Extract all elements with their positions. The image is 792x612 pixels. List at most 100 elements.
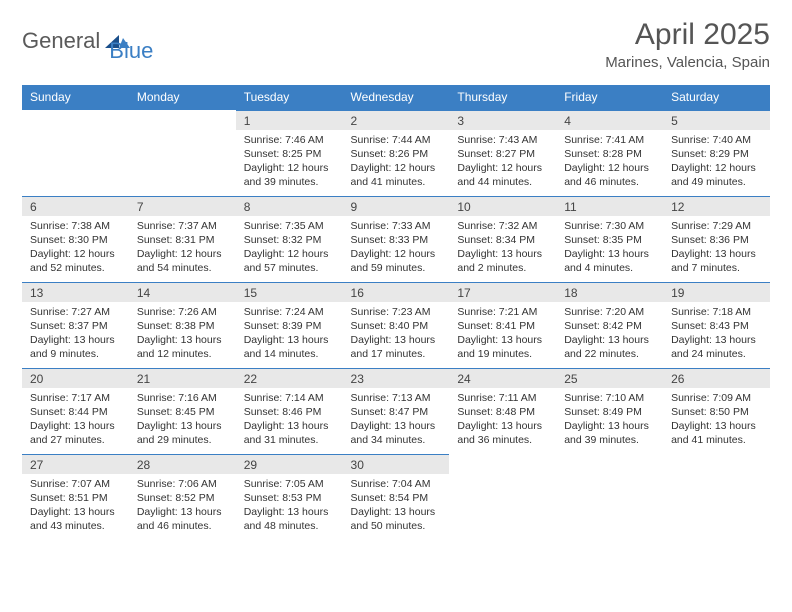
sunset-line: Sunset: 8:28 PM <box>564 147 655 161</box>
daylight-line: Daylight: 12 hours and 54 minutes. <box>137 247 228 275</box>
day-number: 7 <box>129 196 236 216</box>
day-number: 29 <box>236 454 343 474</box>
sunrise-line: Sunrise: 7:43 AM <box>457 133 548 147</box>
calendar-day-cell: 9Sunrise: 7:33 AMSunset: 8:33 PMDaylight… <box>343 196 450 282</box>
day-details: Sunrise: 7:38 AMSunset: 8:30 PMDaylight:… <box>22 216 129 282</box>
sunset-line: Sunset: 8:44 PM <box>30 405 121 419</box>
calendar-day-cell: .. <box>556 454 663 540</box>
sunrise-line: Sunrise: 7:06 AM <box>137 477 228 491</box>
sunset-line: Sunset: 8:54 PM <box>351 491 442 505</box>
day-number: 19 <box>663 282 770 302</box>
weekday-header: Sunday <box>22 85 129 110</box>
weekday-header: Wednesday <box>343 85 450 110</box>
day-details: Sunrise: 7:21 AMSunset: 8:41 PMDaylight:… <box>449 302 556 368</box>
calendar-day-cell: 24Sunrise: 7:11 AMSunset: 8:48 PMDayligh… <box>449 368 556 454</box>
day-details: Sunrise: 7:41 AMSunset: 8:28 PMDaylight:… <box>556 130 663 196</box>
sunrise-line: Sunrise: 7:46 AM <box>244 133 335 147</box>
calendar-day-cell: 1Sunrise: 7:46 AMSunset: 8:25 PMDaylight… <box>236 110 343 196</box>
sunrise-line: Sunrise: 7:27 AM <box>30 305 121 319</box>
calendar-day-cell: 27Sunrise: 7:07 AMSunset: 8:51 PMDayligh… <box>22 454 129 540</box>
calendar-day-cell: 30Sunrise: 7:04 AMSunset: 8:54 PMDayligh… <box>343 454 450 540</box>
day-number: 16 <box>343 282 450 302</box>
sunrise-line: Sunrise: 7:17 AM <box>30 391 121 405</box>
calendar-body: ....1Sunrise: 7:46 AMSunset: 8:25 PMDayl… <box>22 110 770 540</box>
day-details: Sunrise: 7:35 AMSunset: 8:32 PMDaylight:… <box>236 216 343 282</box>
day-number: 17 <box>449 282 556 302</box>
day-details: Sunrise: 7:26 AMSunset: 8:38 PMDaylight:… <box>129 302 236 368</box>
day-details: Sunrise: 7:23 AMSunset: 8:40 PMDaylight:… <box>343 302 450 368</box>
calendar-day-cell: 6Sunrise: 7:38 AMSunset: 8:30 PMDaylight… <box>22 196 129 282</box>
calendar-day-cell: 25Sunrise: 7:10 AMSunset: 8:49 PMDayligh… <box>556 368 663 454</box>
daylight-line: Daylight: 13 hours and 39 minutes. <box>564 419 655 447</box>
sunset-line: Sunset: 8:45 PM <box>137 405 228 419</box>
day-number: 8 <box>236 196 343 216</box>
day-details: Sunrise: 7:10 AMSunset: 8:49 PMDaylight:… <box>556 388 663 454</box>
sunrise-line: Sunrise: 7:20 AM <box>564 305 655 319</box>
sunset-line: Sunset: 8:39 PM <box>244 319 335 333</box>
day-details: Sunrise: 7:04 AMSunset: 8:54 PMDaylight:… <box>343 474 450 540</box>
sunrise-line: Sunrise: 7:40 AM <box>671 133 762 147</box>
calendar-day-cell: 2Sunrise: 7:44 AMSunset: 8:26 PMDaylight… <box>343 110 450 196</box>
day-number: 23 <box>343 368 450 388</box>
calendar-day-cell: 28Sunrise: 7:06 AMSunset: 8:52 PMDayligh… <box>129 454 236 540</box>
sunset-line: Sunset: 8:35 PM <box>564 233 655 247</box>
sunset-line: Sunset: 8:50 PM <box>671 405 762 419</box>
daylight-line: Daylight: 13 hours and 41 minutes. <box>671 419 762 447</box>
sunset-line: Sunset: 8:46 PM <box>244 405 335 419</box>
daylight-line: Daylight: 12 hours and 52 minutes. <box>30 247 121 275</box>
calendar-table: SundayMondayTuesdayWednesdayThursdayFrid… <box>22 85 770 540</box>
sunrise-line: Sunrise: 7:32 AM <box>457 219 548 233</box>
daylight-line: Daylight: 13 hours and 48 minutes. <box>244 505 335 533</box>
day-number: 28 <box>129 454 236 474</box>
sunrise-line: Sunrise: 7:37 AM <box>137 219 228 233</box>
calendar-header-row: SundayMondayTuesdayWednesdayThursdayFrid… <box>22 85 770 110</box>
brand-text-2: Blue <box>109 38 153 64</box>
calendar-week-row: ....1Sunrise: 7:46 AMSunset: 8:25 PMDayl… <box>22 110 770 196</box>
day-number: 5 <box>663 110 770 130</box>
sunset-line: Sunset: 8:30 PM <box>30 233 121 247</box>
sunset-line: Sunset: 8:42 PM <box>564 319 655 333</box>
day-details: Sunrise: 7:17 AMSunset: 8:44 PMDaylight:… <box>22 388 129 454</box>
day-details: Sunrise: 7:37 AMSunset: 8:31 PMDaylight:… <box>129 216 236 282</box>
month-title: April 2025 <box>605 18 770 52</box>
sunrise-line: Sunrise: 7:09 AM <box>671 391 762 405</box>
calendar-day-cell: .. <box>22 110 129 196</box>
day-number: 12 <box>663 196 770 216</box>
day-number: 25 <box>556 368 663 388</box>
daylight-line: Daylight: 12 hours and 44 minutes. <box>457 161 548 189</box>
daylight-line: Daylight: 12 hours and 59 minutes. <box>351 247 442 275</box>
sunset-line: Sunset: 8:32 PM <box>244 233 335 247</box>
daylight-line: Daylight: 13 hours and 14 minutes. <box>244 333 335 361</box>
daylight-line: Daylight: 13 hours and 50 minutes. <box>351 505 442 533</box>
day-number: 27 <box>22 454 129 474</box>
day-number: 15 <box>236 282 343 302</box>
daylight-line: Daylight: 13 hours and 36 minutes. <box>457 419 548 447</box>
daylight-line: Daylight: 12 hours and 49 minutes. <box>671 161 762 189</box>
daylight-line: Daylight: 13 hours and 31 minutes. <box>244 419 335 447</box>
daylight-line: Daylight: 12 hours and 57 minutes. <box>244 247 335 275</box>
sunrise-line: Sunrise: 7:44 AM <box>351 133 442 147</box>
calendar-day-cell: 20Sunrise: 7:17 AMSunset: 8:44 PMDayligh… <box>22 368 129 454</box>
daylight-line: Daylight: 13 hours and 22 minutes. <box>564 333 655 361</box>
sunrise-line: Sunrise: 7:11 AM <box>457 391 548 405</box>
weekday-header: Thursday <box>449 85 556 110</box>
day-details: Sunrise: 7:44 AMSunset: 8:26 PMDaylight:… <box>343 130 450 196</box>
calendar-week-row: 27Sunrise: 7:07 AMSunset: 8:51 PMDayligh… <box>22 454 770 540</box>
daylight-line: Daylight: 13 hours and 12 minutes. <box>137 333 228 361</box>
calendar-day-cell: 16Sunrise: 7:23 AMSunset: 8:40 PMDayligh… <box>343 282 450 368</box>
sunrise-line: Sunrise: 7:23 AM <box>351 305 442 319</box>
sunrise-line: Sunrise: 7:38 AM <box>30 219 121 233</box>
location-text: Marines, Valencia, Spain <box>605 54 770 71</box>
sunset-line: Sunset: 8:48 PM <box>457 405 548 419</box>
daylight-line: Daylight: 13 hours and 9 minutes. <box>30 333 121 361</box>
day-details: Sunrise: 7:14 AMSunset: 8:46 PMDaylight:… <box>236 388 343 454</box>
calendar-day-cell: 22Sunrise: 7:14 AMSunset: 8:46 PMDayligh… <box>236 368 343 454</box>
day-number: 1 <box>236 110 343 130</box>
calendar-day-cell: 23Sunrise: 7:13 AMSunset: 8:47 PMDayligh… <box>343 368 450 454</box>
calendar-day-cell: 10Sunrise: 7:32 AMSunset: 8:34 PMDayligh… <box>449 196 556 282</box>
day-number: 2 <box>343 110 450 130</box>
day-number: 9 <box>343 196 450 216</box>
day-details: Sunrise: 7:29 AMSunset: 8:36 PMDaylight:… <box>663 216 770 282</box>
day-details: Sunrise: 7:20 AMSunset: 8:42 PMDaylight:… <box>556 302 663 368</box>
sunrise-line: Sunrise: 7:21 AM <box>457 305 548 319</box>
